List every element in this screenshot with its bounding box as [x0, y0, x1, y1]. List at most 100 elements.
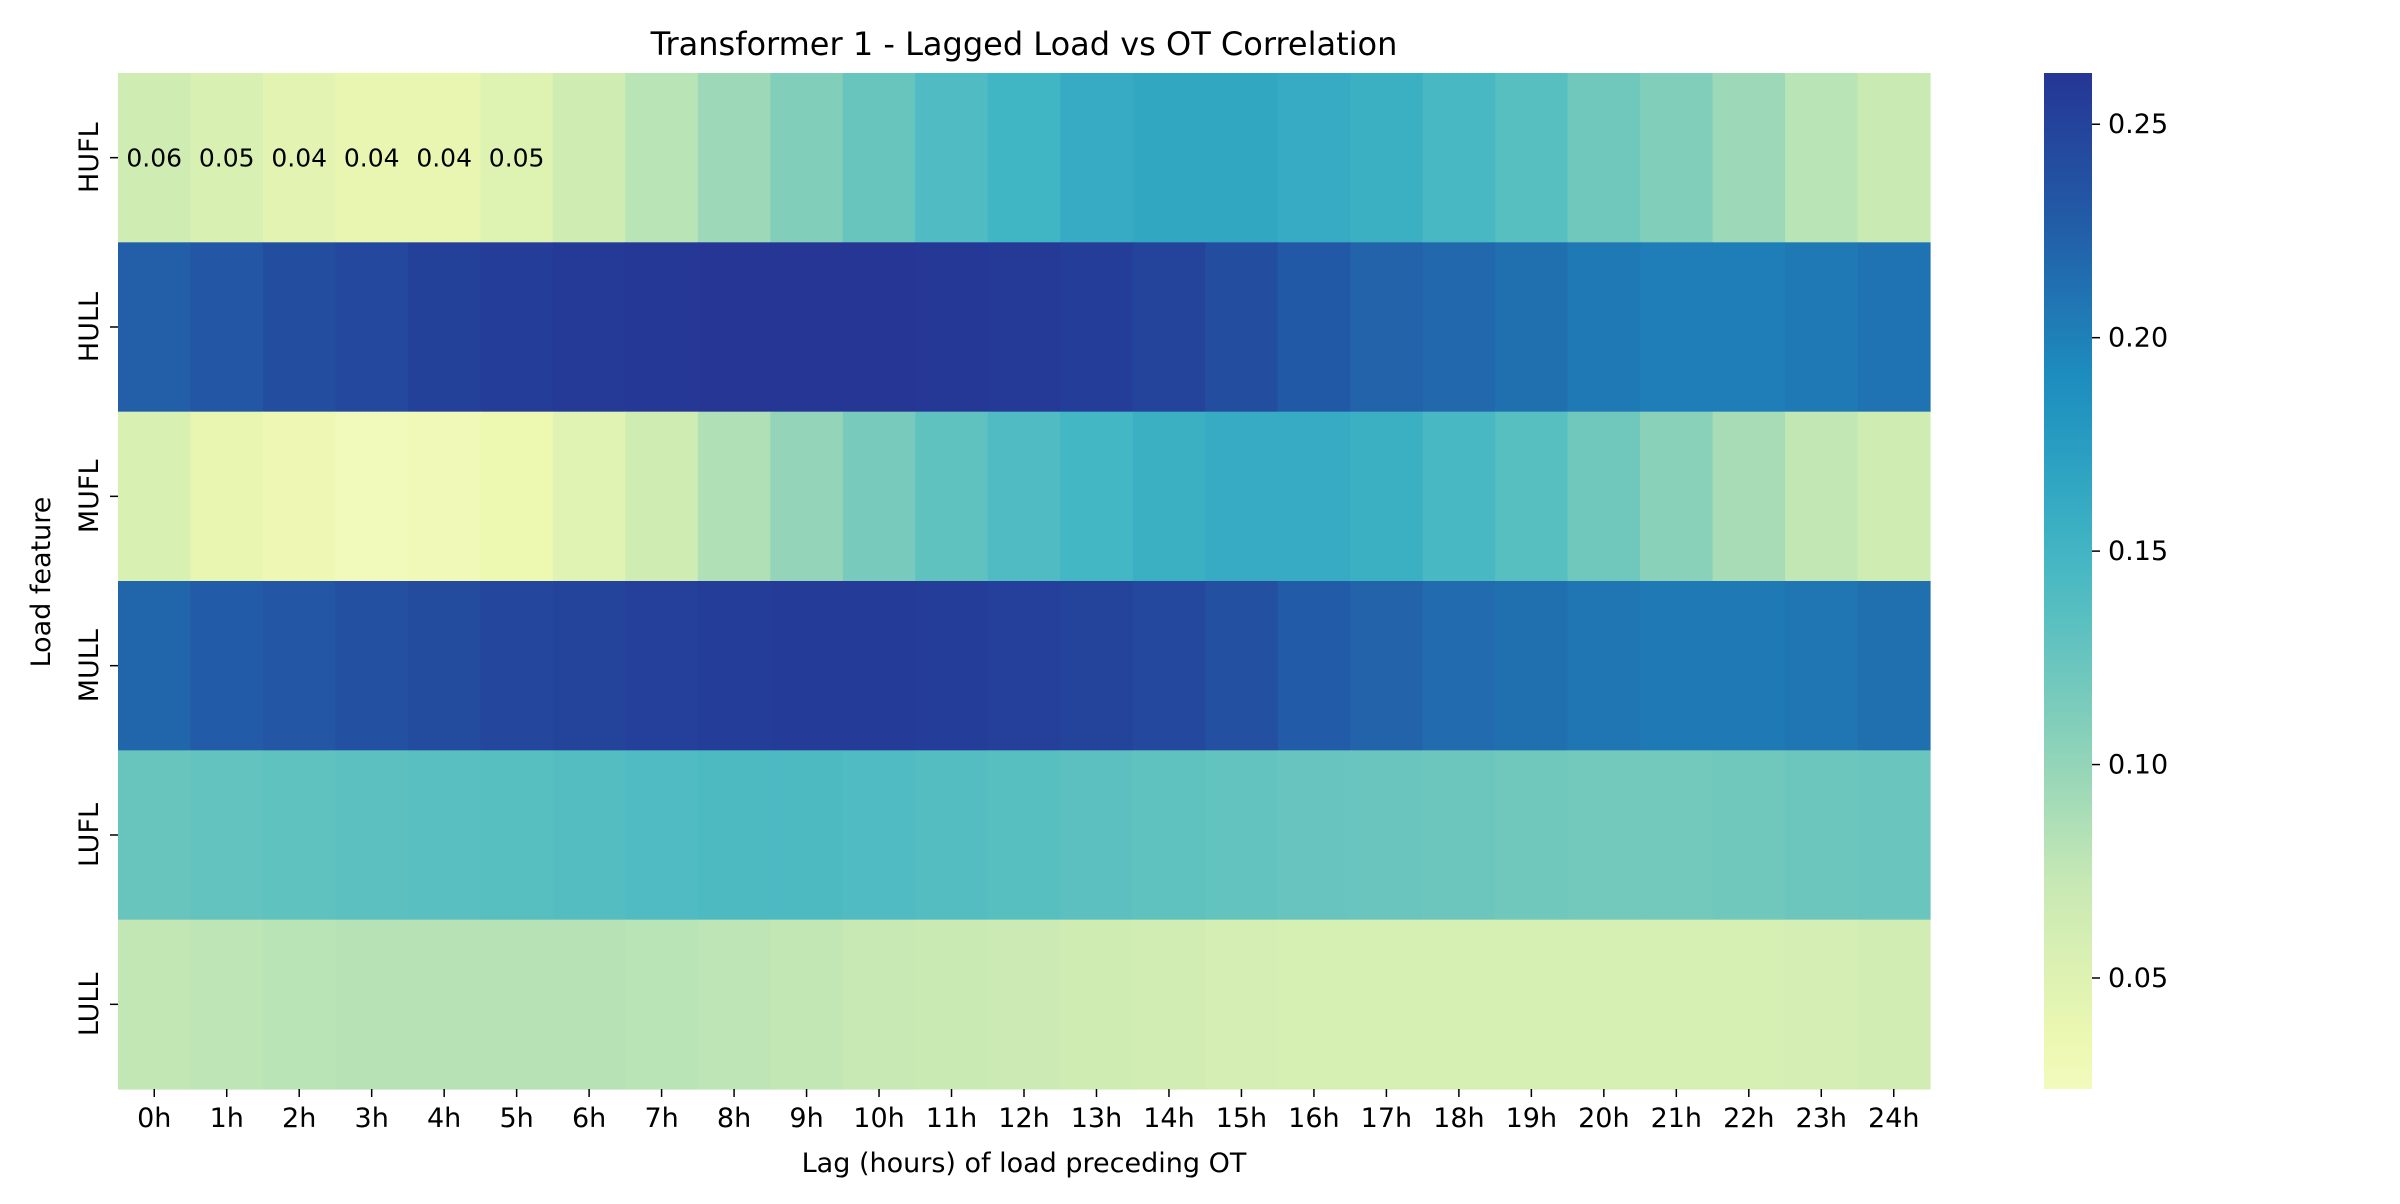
x-tick-label: 19h	[1506, 1103, 1557, 1134]
cell-annotation: 0.06	[126, 144, 182, 173]
cell-annotation: 0.05	[199, 144, 255, 173]
heatmap-cell	[1277, 73, 1351, 243]
heatmap-cell	[1495, 73, 1569, 243]
heatmap-cell	[697, 581, 771, 751]
heatmap-cell	[262, 919, 337, 1090]
heatmap-cell	[1132, 750, 1206, 921]
heatmap-cell	[1132, 581, 1206, 751]
heatmap-cell	[1712, 73, 1786, 243]
heatmap-cell	[1567, 919, 1641, 1090]
heatmap-cell	[552, 411, 626, 582]
heatmap-cell	[1277, 919, 1351, 1090]
x-tick-label: 13h	[1071, 1103, 1122, 1134]
cell-annotation: 0.05	[489, 144, 545, 173]
cell-annotations: 0.06 0.05 0.04 0.04 0.04 0.05	[126, 144, 544, 173]
heatmap-cell	[1132, 73, 1206, 243]
heatmap-cell	[1060, 919, 1134, 1090]
heatmap-cells	[118, 73, 1931, 1090]
heatmap-cell	[1060, 581, 1134, 751]
colorbar-tick-label: 0.15	[2108, 536, 2168, 567]
heatmap-cell	[1205, 242, 1279, 413]
heatmap-cell	[1640, 919, 1714, 1090]
heatmap-cell	[1277, 411, 1351, 582]
heatmap-cell	[1205, 750, 1279, 921]
heatmap-cell	[1712, 750, 1786, 921]
colorbar-tick-label: 0.05	[2108, 963, 2168, 994]
heatmap-cell	[118, 411, 192, 582]
heatmap-cell	[1785, 411, 1859, 582]
heatmap-cell	[1060, 242, 1134, 413]
x-tick-label: 5h	[499, 1103, 533, 1134]
x-tick-label: 3h	[355, 1103, 389, 1134]
x-tick-label: 20h	[1578, 1103, 1629, 1134]
heatmap-cell	[915, 411, 989, 582]
heatmap-cell	[1205, 581, 1279, 751]
heatmap-cell	[1640, 411, 1714, 582]
heatmap-cell	[1567, 242, 1641, 413]
x-tick-label: 7h	[644, 1103, 678, 1134]
heatmap-cell	[335, 750, 409, 921]
heatmap-cell	[1350, 750, 1424, 921]
heatmap-cell	[262, 411, 337, 582]
x-tick-label: 21h	[1651, 1103, 1702, 1134]
heatmap-cell	[335, 581, 409, 751]
heatmap-cell	[1857, 581, 1931, 751]
heatmap-cell	[1785, 919, 1859, 1090]
heatmap-cell	[552, 581, 626, 751]
y-tick-label: HULL	[74, 292, 105, 362]
heatmap-cell	[1277, 581, 1351, 751]
x-tick-label: 9h	[789, 1103, 823, 1134]
heatmap-cell	[625, 73, 699, 243]
heatmap-cell	[1785, 750, 1859, 921]
x-axis: 0h 1h 2h 3h 4h 5h 6h 7h 8h 9h 10h 11h 12h 13h 14h 15h 16…	[137, 1089, 1919, 1134]
heatmap-cell	[480, 581, 554, 751]
heatmap-cell	[1640, 242, 1714, 413]
heatmap-cell	[1350, 242, 1424, 413]
x-tick-label: 0h	[137, 1103, 171, 1134]
heatmap-cell	[480, 73, 554, 243]
heatmap-cell	[842, 581, 916, 751]
heatmap-cell	[842, 750, 916, 921]
heatmap-cell	[1205, 919, 1279, 1090]
heatmap-cell	[987, 411, 1061, 582]
x-axis-label: Lag (hours) of load preceding OT	[802, 1148, 1247, 1179]
heatmap-cell	[190, 411, 264, 582]
x-tick-label: 14h	[1143, 1103, 1194, 1134]
x-tick-label: 18h	[1433, 1103, 1484, 1134]
heatmap-cell	[407, 750, 481, 921]
heatmap-cell	[335, 919, 409, 1090]
heatmap-cell	[552, 73, 626, 243]
y-axis-label: Load feature	[26, 497, 57, 668]
heatmap-cell	[1567, 411, 1641, 582]
heatmap-cell	[335, 73, 409, 243]
heatmap-cell	[1857, 411, 1931, 582]
heatmap-cell	[1350, 411, 1424, 582]
x-tick-label: 24h	[1868, 1103, 1919, 1134]
x-tick-label: 16h	[1288, 1103, 1339, 1134]
heatmap-cell	[697, 919, 771, 1090]
heatmap-cell	[1422, 73, 1496, 243]
heatmap-cell	[770, 750, 844, 921]
heatmap-cell	[1857, 242, 1931, 413]
heatmap-cell	[262, 242, 337, 413]
heatmap-cell	[190, 750, 264, 921]
heatmap-cell	[335, 242, 409, 413]
heatmap-cell	[1205, 411, 1279, 582]
heatmap-cell	[1785, 73, 1859, 243]
heatmap-cell	[1712, 411, 1786, 582]
heatmap-cell	[407, 242, 481, 413]
heatmap-cell	[625, 411, 699, 582]
x-tick-label: 8h	[717, 1103, 751, 1134]
colorbar-tick-label: 0.25	[2108, 109, 2168, 140]
x-tick-label: 10h	[853, 1103, 904, 1134]
heatmap-cell	[1640, 73, 1714, 243]
heatmap-cell	[1350, 919, 1424, 1090]
heatmap-cell	[987, 750, 1061, 921]
heatmap-cell	[1422, 750, 1496, 921]
heatmap-cell	[915, 73, 989, 243]
x-tick-label: 6h	[572, 1103, 606, 1134]
heatmap-cell	[987, 919, 1061, 1090]
heatmap-cell	[915, 919, 989, 1090]
heatmap-cell	[842, 919, 916, 1090]
